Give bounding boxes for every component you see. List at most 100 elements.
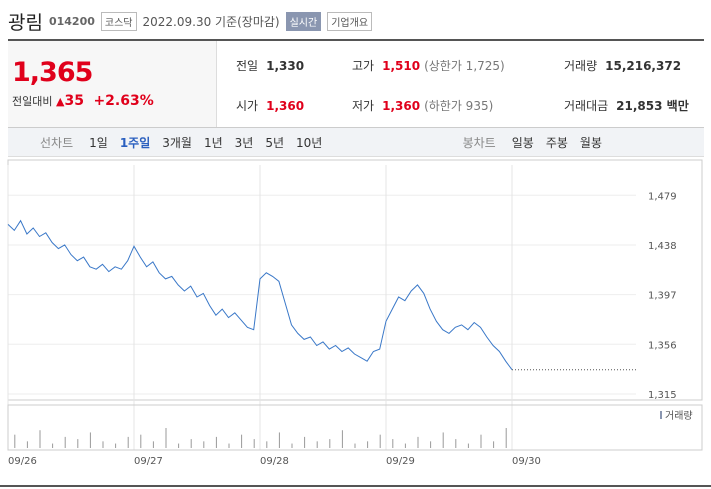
stat-value: 1,360	[266, 99, 305, 113]
change-pct: +2.63%	[93, 93, 154, 109]
date-text: 2022.09.30 기준(장마감)	[142, 15, 280, 29]
price-panel: 1,365 전일대비 ▲35 +2.63%	[8, 41, 217, 127]
volume-bar	[354, 443, 356, 448]
tab[interactable]: 월봉	[579, 135, 602, 150]
volume-bar	[266, 441, 268, 448]
stock-code: 014200	[48, 15, 95, 28]
price-box: 1,365 전일대비 ▲35 +2.63% 전일 1,330 고가 1,510 (상한가…	[8, 39, 704, 128]
stat-value: 21,853 백만	[616, 99, 689, 113]
stat-value: 1,510	[382, 59, 421, 73]
tab[interactable]: 주봉	[545, 135, 568, 150]
volume-bar	[430, 441, 432, 448]
volume-bar	[14, 434, 16, 448]
volume-bar	[140, 434, 142, 448]
volume-bar	[379, 434, 381, 448]
stat-label: 거래량	[564, 59, 598, 73]
volume-bar	[455, 439, 457, 448]
volume-bar	[278, 432, 280, 448]
stat-value: 1,330	[266, 59, 305, 73]
volume-bar	[127, 436, 129, 448]
tab[interactable]: 10년	[296, 135, 323, 150]
realtime-button[interactable]: 실시간	[285, 12, 322, 31]
change-value: 35	[64, 93, 84, 109]
x-tick-label: 09/30	[512, 456, 541, 467]
volume-bar	[89, 432, 91, 448]
volume-bar	[467, 443, 469, 448]
tab-bar: 선차트 1일 1주일 3개월 1년 3년 5년 10년 봉차트 일봉 주봉 월봉	[8, 128, 704, 157]
stat-label: 전일	[236, 59, 259, 73]
volume-bar	[190, 439, 192, 448]
volume-bar	[480, 434, 482, 448]
market-badge: 코스닥	[100, 12, 137, 31]
stat-extra: (하한가 935)	[424, 99, 494, 113]
y-tick-label: 1,356	[648, 340, 677, 351]
volume-bar	[52, 443, 54, 448]
volume-bar	[367, 441, 369, 448]
volume-legend: 거래량	[665, 410, 693, 422]
stat-value: 15,216,372	[605, 59, 682, 73]
volume-bar	[253, 439, 255, 448]
tab[interactable]: 3년	[234, 135, 254, 150]
volume-bar	[442, 432, 444, 448]
volume-bar	[329, 439, 331, 448]
tab[interactable]: 3개월	[162, 135, 192, 150]
volume-bar	[304, 436, 306, 448]
volume-bar	[228, 443, 230, 448]
x-tick-label: 09/27	[134, 456, 163, 467]
change-label: 전일대비	[12, 95, 53, 108]
stat-value: 1,360	[382, 99, 421, 113]
stat-extra: (상한가 1,725)	[424, 59, 505, 73]
volume-bar	[341, 430, 343, 448]
stat: 저가 1,360 (하한가 935)	[352, 97, 493, 114]
y-tick-label: 1,438	[648, 241, 677, 252]
price-line	[7, 219, 513, 370]
volume-bar	[215, 436, 217, 448]
stat: 고가 1,510 (상한가 1,725)	[352, 57, 505, 74]
tab[interactable]: 1주일	[119, 135, 151, 150]
stat-label: 시가	[236, 99, 259, 113]
tab[interactable]: 1일	[89, 135, 108, 150]
tab-group-label: 봉차트	[462, 135, 496, 150]
stat-label: 저가	[352, 99, 375, 113]
volume-bar	[493, 441, 495, 448]
x-tick-label: 09/26	[8, 456, 37, 467]
change: 전일대비 ▲35 +2.63%	[12, 93, 154, 109]
stock-name: 광림	[8, 12, 43, 34]
volume-bar	[115, 443, 117, 448]
volume-bar	[77, 439, 79, 448]
volume-bar	[316, 441, 318, 448]
stat-label: 고가	[352, 59, 375, 73]
stat: 거래량 15,216,372	[564, 57, 681, 74]
volume-bar	[404, 443, 406, 448]
volume-bar	[417, 436, 419, 448]
volume-bar	[392, 439, 394, 448]
x-tick-label: 09/28	[260, 456, 289, 467]
y-tick-label: 1,397	[648, 291, 677, 302]
stat-label: 거래대금	[564, 99, 609, 113]
company-button[interactable]: 기업개요	[327, 12, 373, 31]
plot-frame	[7, 159, 703, 401]
volume-bar	[165, 428, 167, 448]
stat: 거래대금 21,853 백만	[564, 97, 689, 114]
tab[interactable]: 1년	[203, 135, 223, 150]
volume-bar	[291, 443, 293, 448]
y-tick-label: 1,479	[648, 191, 677, 202]
tab-group-label: 선차트	[40, 135, 74, 150]
volume-bar	[203, 441, 205, 448]
volume-frame	[7, 404, 703, 451]
header: 광림 014200 코스닥 2022.09.30 기준(장마감) 실시간 기업개…	[8, 8, 373, 35]
volume-bar	[178, 443, 180, 448]
y-tick-label: 1,315	[648, 390, 677, 401]
tab[interactable]: 일봉	[511, 135, 534, 150]
tab[interactable]: 5년	[265, 135, 285, 150]
volume-bar	[26, 441, 28, 448]
volume-bar	[152, 441, 154, 448]
stat: 시가 1,360	[236, 97, 304, 114]
volume-bar	[505, 428, 507, 448]
volume-legend-swatch	[660, 411, 662, 419]
volume-bar	[64, 436, 66, 448]
volume-bar	[241, 434, 243, 448]
stat: 전일 1,330	[236, 57, 304, 74]
volume-bar	[39, 430, 41, 448]
